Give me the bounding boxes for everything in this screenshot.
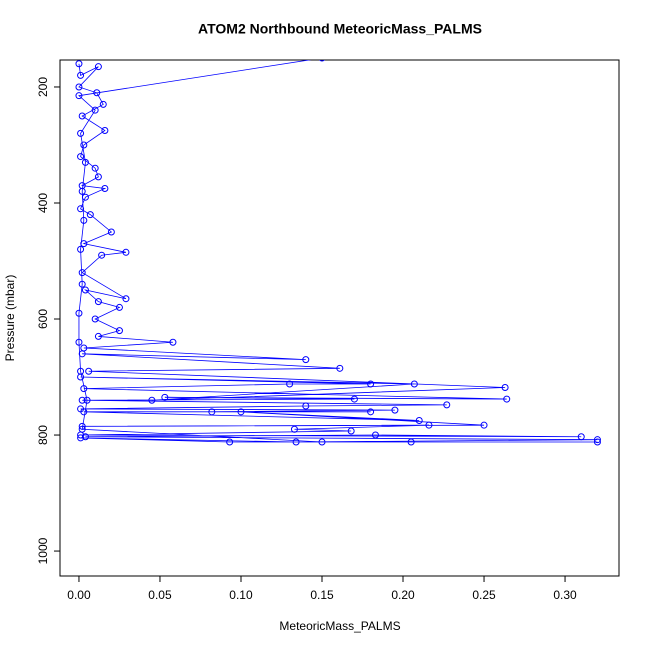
plot-frame (59, 59, 620, 577)
data-point (391, 406, 399, 414)
data-point (425, 421, 433, 429)
data-point (81, 158, 89, 166)
data-point (101, 126, 109, 134)
data-point (80, 216, 88, 224)
plot-area (75, 60, 601, 446)
data-point (77, 245, 85, 253)
data-point (78, 396, 86, 404)
data-point (122, 248, 130, 256)
data-point (83, 396, 91, 404)
x-tick-label: 0.05 (148, 588, 172, 602)
x-tick-label: 0.00 (67, 588, 91, 602)
data-point (80, 385, 88, 393)
data-point (78, 269, 86, 277)
data-point (347, 427, 355, 435)
data-point (350, 395, 358, 403)
data-point (81, 433, 89, 441)
data-point (94, 173, 102, 181)
data-point (302, 356, 310, 364)
data-point (226, 438, 234, 446)
data-point (336, 364, 344, 372)
data-point (85, 367, 93, 375)
data-point (75, 309, 83, 317)
x-tick-label: 0.30 (553, 588, 577, 602)
data-point (93, 89, 101, 97)
data-point (80, 240, 88, 248)
data-point (75, 83, 83, 91)
y-tick-label: 800 (36, 425, 50, 445)
data-point (115, 303, 123, 311)
data-point (77, 205, 85, 213)
y-tick-label: 1000 (36, 537, 50, 564)
data-point (161, 393, 169, 401)
y-tick-label: 600 (36, 309, 50, 329)
data-point (75, 92, 83, 100)
data-point (503, 395, 511, 403)
data-point (94, 63, 102, 71)
data-point (80, 408, 88, 416)
data-point (501, 383, 509, 391)
data-point (302, 402, 310, 410)
data-point (94, 332, 102, 340)
data-point (98, 251, 106, 259)
data-point (78, 350, 86, 358)
data-point (94, 298, 102, 306)
data-point (77, 153, 85, 161)
data-point (286, 380, 294, 388)
data-point (577, 433, 585, 441)
data-point (77, 129, 85, 137)
x-tick-label: 0.20 (391, 588, 415, 602)
data-point (318, 438, 326, 446)
data-point (107, 228, 115, 236)
data-point (122, 295, 130, 303)
data-point (367, 408, 375, 416)
data-point (78, 425, 86, 433)
data-point (101, 184, 109, 192)
data-point (91, 315, 99, 323)
data-point (81, 193, 89, 201)
data-point (443, 401, 451, 409)
x-tick-label: 0.25 (472, 588, 496, 602)
data-point (208, 408, 216, 416)
x-tick-label: 0.10 (229, 588, 253, 602)
data-point (480, 421, 488, 429)
data-point (91, 164, 99, 172)
data-point (319, 60, 325, 62)
data-point (78, 422, 86, 430)
data-point (78, 112, 86, 120)
data-point (75, 60, 83, 68)
x-tick-label: 0.15 (310, 588, 334, 602)
chart-title: ATOM2 Northbound MeteoricMass_PALMS (198, 21, 482, 37)
data-point (593, 436, 601, 444)
data-point (115, 327, 123, 335)
data-point (75, 338, 83, 346)
data-point (290, 425, 298, 433)
data-point (81, 286, 89, 294)
y-tick-label: 200 (36, 77, 50, 97)
data-point (91, 106, 99, 114)
data-point (80, 141, 88, 149)
data-point (77, 71, 85, 79)
data-point (148, 396, 156, 404)
data-point (78, 187, 86, 195)
y-axis-label: Pressure (mbar) (3, 275, 17, 362)
data-point (77, 434, 85, 442)
data-point (77, 367, 85, 375)
data-point (237, 408, 245, 416)
data-point (169, 338, 177, 346)
data-point (407, 438, 415, 446)
data-point (410, 380, 418, 388)
data-point (78, 280, 86, 288)
x-axis-label: MeteoricMass_PALMS (279, 619, 400, 633)
data-point (292, 438, 300, 446)
data-point (86, 211, 94, 219)
data-point (593, 438, 601, 446)
data-point (415, 417, 423, 425)
profile-line (78, 60, 598, 443)
data-point (367, 380, 375, 388)
data-point (371, 431, 379, 439)
data-point (99, 100, 107, 108)
y-tick-label: 400 (36, 193, 50, 213)
